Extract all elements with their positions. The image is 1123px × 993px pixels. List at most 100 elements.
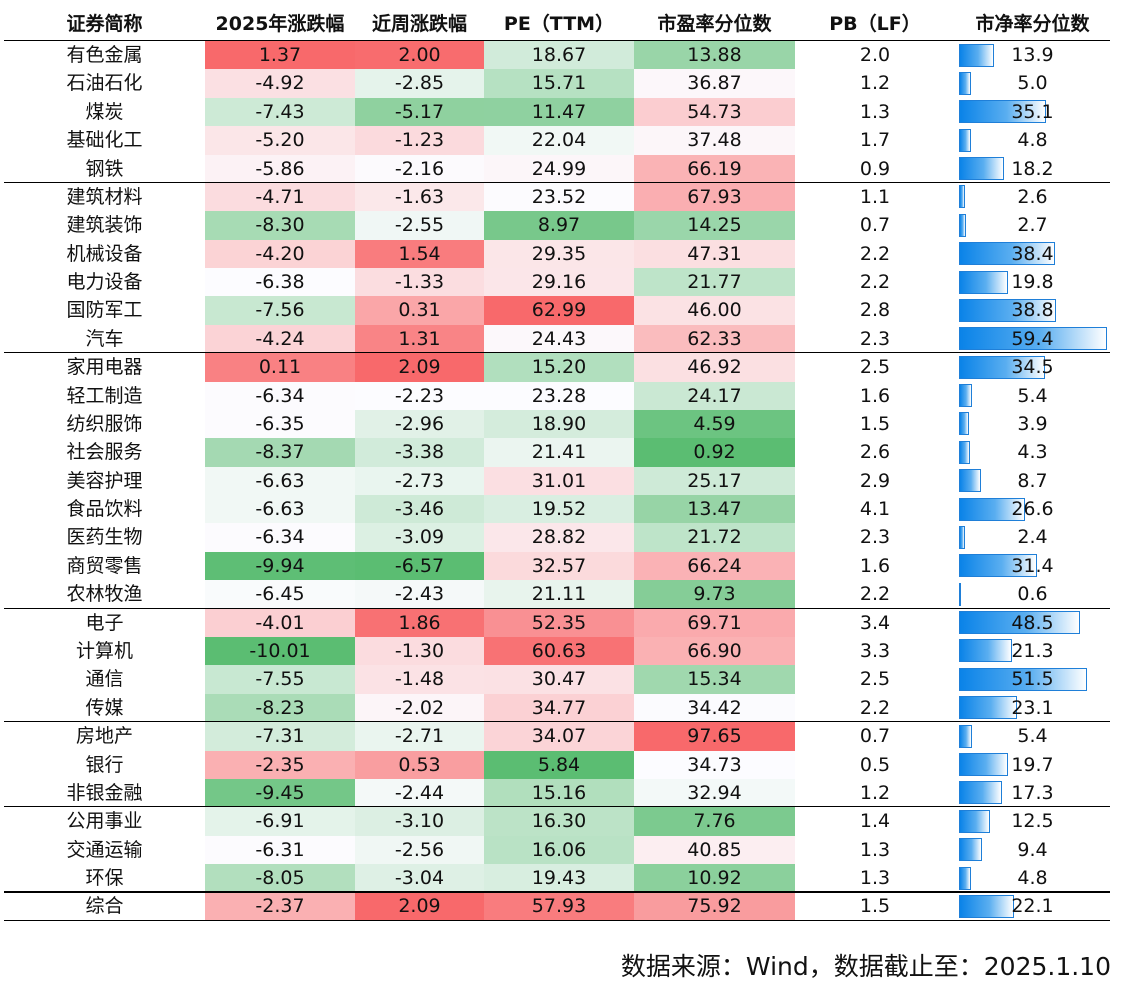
cell-pe-ttm: 16.06 xyxy=(484,835,634,865)
databar-pb-percentile xyxy=(959,582,961,606)
cell-pb-percentile: 8.7 xyxy=(1017,469,1048,492)
cell-pe-ttm: 57.93 xyxy=(484,892,634,922)
header-name: 证券简称 xyxy=(66,13,143,35)
cell-pe-ttm: 22.04 xyxy=(484,126,634,156)
cell-pe-percentile: 36.87 xyxy=(634,69,795,99)
cell-pb-percentile: 17.3 xyxy=(1011,781,1054,804)
cell-ytd-change: -4.01 xyxy=(205,608,355,638)
cell-pb-percentile: 2.6 xyxy=(1017,185,1048,208)
cell-week-change: 1.86 xyxy=(355,608,484,638)
cell-pe-percentile: 69.71 xyxy=(634,608,795,638)
header-pb-percentile: 市净率分位数 xyxy=(975,13,1090,35)
cell-week-change: -3.04 xyxy=(355,864,484,894)
databar-pb-percentile xyxy=(959,355,1045,379)
cell-pe-percentile: 34.42 xyxy=(634,693,795,723)
cell-week-change: -3.38 xyxy=(355,438,484,468)
header-pe-percentile: 市盈率分位数 xyxy=(657,13,772,35)
cell-week-change: -2.02 xyxy=(355,693,484,723)
cell-pb-lf: 2.5 xyxy=(859,668,891,691)
cell-name: 公用事业 xyxy=(66,810,143,833)
databar-pb-percentile xyxy=(959,667,1088,691)
cell-pe-percentile: 7.76 xyxy=(634,807,795,837)
databar-pb-percentile xyxy=(959,497,1026,521)
cell-pe-percentile: 75.92 xyxy=(634,892,795,922)
cell-pb-lf: 2.6 xyxy=(859,441,891,464)
cell-pb-percentile: 0.6 xyxy=(1017,583,1048,606)
cell-pe-ttm: 32.57 xyxy=(484,551,634,581)
cell-pb-lf: 2.3 xyxy=(859,526,891,549)
group-divider xyxy=(4,40,1110,41)
cell-name: 房地产 xyxy=(75,725,133,748)
cell-pe-percentile: 21.77 xyxy=(634,268,795,298)
cell-ytd-change: -4.71 xyxy=(205,182,355,212)
cell-pb-lf: 1.3 xyxy=(859,100,891,123)
cell-pe-ttm: 15.71 xyxy=(484,69,634,99)
cell-pb-percentile: 12.5 xyxy=(1011,810,1054,833)
cell-pe-ttm: 21.11 xyxy=(484,580,634,610)
databar-pb-percentile xyxy=(959,525,965,549)
cell-pe-percentile: 66.24 xyxy=(634,551,795,581)
cell-pb-lf: 1.6 xyxy=(859,384,891,407)
cell-ytd-change: -6.34 xyxy=(205,523,355,553)
cell-name: 基础化工 xyxy=(66,129,143,152)
cell-pb-lf: 2.9 xyxy=(859,469,891,492)
databar-pb-percentile xyxy=(959,100,1047,124)
cell-name: 钢铁 xyxy=(85,157,124,180)
cell-pe-percentile: 4.59 xyxy=(634,409,795,439)
cell-name: 银行 xyxy=(85,753,124,776)
databar-pb-percentile xyxy=(959,128,971,152)
cell-week-change: 2.00 xyxy=(355,41,484,70)
cell-pb-lf: 0.9 xyxy=(859,157,891,180)
cell-pb-lf: 1.4 xyxy=(859,810,891,833)
cell-ytd-change: -7.31 xyxy=(205,722,355,752)
cell-week-change: -2.43 xyxy=(355,580,484,610)
cell-week-change: -2.44 xyxy=(355,778,484,808)
cell-pb-lf: 1.3 xyxy=(859,838,891,861)
cell-week-change: 0.31 xyxy=(355,296,484,326)
cell-pb-lf: 1.5 xyxy=(859,895,891,918)
cell-pb-lf: 2.8 xyxy=(859,299,891,322)
cell-week-change: -3.10 xyxy=(355,807,484,837)
cell-pb-percentile: 51.5 xyxy=(1011,668,1054,691)
cell-pe-percentile: 40.85 xyxy=(634,835,795,865)
cell-pb-lf: 2.2 xyxy=(859,583,891,606)
databar-pb-percentile xyxy=(959,440,970,464)
cell-ytd-change: -9.94 xyxy=(205,551,355,581)
cell-pb-percentile: 3.9 xyxy=(1017,412,1048,435)
cell-ytd-change: -4.24 xyxy=(205,324,355,354)
cell-ytd-change: -4.92 xyxy=(205,69,355,99)
cell-pe-percentile: 24.17 xyxy=(634,381,795,411)
cell-pe-percentile: 54.73 xyxy=(634,97,795,127)
cell-pe-ttm: 52.35 xyxy=(484,608,634,638)
cell-pb-percentile: 5.4 xyxy=(1017,725,1048,748)
header-ytd-change: 2025年涨跌幅 xyxy=(215,13,345,35)
cell-pe-percentile: 46.92 xyxy=(634,353,795,383)
cell-pe-percentile: 10.92 xyxy=(634,864,795,894)
cell-pb-percentile: 48.5 xyxy=(1011,611,1054,634)
cell-ytd-change: -6.45 xyxy=(205,580,355,610)
cell-name: 非银金融 xyxy=(66,781,143,804)
cell-pe-ttm: 28.82 xyxy=(484,523,634,553)
cell-ytd-change: -4.20 xyxy=(205,239,355,269)
databar-pb-percentile xyxy=(959,469,981,493)
cell-name: 商贸零售 xyxy=(66,554,143,577)
cell-pe-ttm: 34.77 xyxy=(484,693,634,723)
group-divider xyxy=(4,891,1110,893)
cell-name: 电力设备 xyxy=(66,271,143,294)
cell-pe-percentile: 14.25 xyxy=(634,211,795,241)
cell-pe-percentile: 34.73 xyxy=(634,750,795,780)
cell-name: 计算机 xyxy=(75,639,133,662)
cell-week-change: -1.48 xyxy=(355,665,484,695)
databar-pb-percentile xyxy=(959,866,971,890)
cell-week-change: -1.33 xyxy=(355,268,484,298)
cell-week-change: -3.09 xyxy=(355,523,484,553)
cell-name: 国防军工 xyxy=(66,299,143,322)
cell-ytd-change: -6.31 xyxy=(205,835,355,865)
cell-pe-ttm: 18.67 xyxy=(484,41,634,70)
databar-pb-percentile xyxy=(959,809,991,833)
cell-ytd-change: -7.56 xyxy=(205,296,355,326)
cell-pe-ttm: 15.16 xyxy=(484,778,634,808)
cell-pe-percentile: 37.48 xyxy=(634,126,795,156)
cell-pb-lf: 3.4 xyxy=(859,611,891,634)
cell-pb-lf: 2.2 xyxy=(859,696,891,719)
